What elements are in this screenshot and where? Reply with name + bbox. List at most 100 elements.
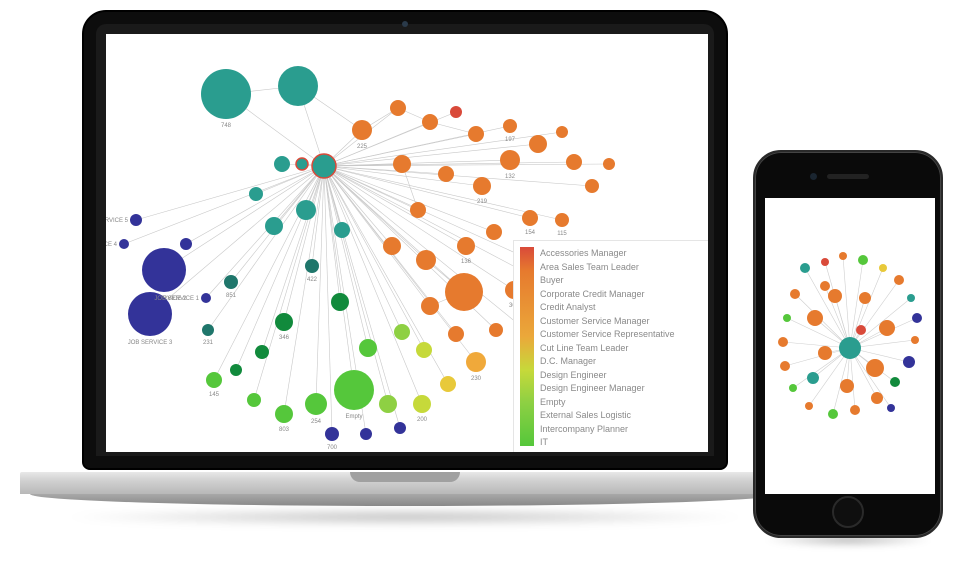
graph-node[interactable] — [296, 200, 316, 220]
graph-node[interactable] — [468, 126, 484, 142]
graph-node[interactable] — [500, 150, 520, 170]
graph-node[interactable] — [448, 326, 464, 342]
legend-item[interactable]: Design Engineer — [540, 369, 700, 383]
graph-node[interactable] — [352, 120, 372, 140]
phone-graph-node[interactable] — [879, 320, 895, 336]
phone-graph-node[interactable] — [871, 392, 883, 404]
legend-item[interactable]: External Sales Logistic — [540, 409, 700, 423]
graph-node[interactable] — [522, 210, 538, 226]
graph-node[interactable] — [275, 405, 293, 423]
phone-graph-node[interactable] — [879, 264, 887, 272]
phone-graph-node[interactable] — [821, 258, 829, 266]
graph-node[interactable] — [473, 177, 491, 195]
phone-graph-node[interactable] — [828, 409, 838, 419]
graph-node[interactable] — [394, 324, 410, 340]
graph-node[interactable] — [450, 106, 462, 118]
phone-graph-node[interactable] — [858, 255, 868, 265]
graph-node[interactable] — [489, 323, 503, 337]
graph-node[interactable] — [334, 222, 350, 238]
graph-node[interactable] — [457, 237, 475, 255]
phone-graph-node[interactable] — [800, 263, 810, 273]
graph-node[interactable] — [275, 313, 293, 331]
phone-graph-node[interactable] — [894, 275, 904, 285]
graph-node[interactable] — [142, 248, 186, 292]
graph-node[interactable] — [416, 250, 436, 270]
phone-home-button[interactable] — [832, 496, 864, 528]
graph-node[interactable] — [422, 114, 438, 130]
graph-node[interactable] — [438, 166, 454, 182]
graph-node[interactable] — [529, 135, 547, 153]
graph-node[interactable] — [331, 293, 349, 311]
phone-network-graph[interactable] — [765, 198, 935, 494]
graph-node[interactable] — [393, 155, 411, 173]
phone-graph-node[interactable] — [839, 252, 847, 260]
graph-node[interactable] — [130, 214, 142, 226]
graph-node[interactable] — [180, 238, 192, 250]
graph-node[interactable] — [201, 69, 251, 119]
graph-node[interactable] — [566, 154, 582, 170]
graph-node[interactable] — [440, 376, 456, 392]
graph-node[interactable] — [603, 158, 615, 170]
phone-graph-node[interactable] — [820, 281, 830, 291]
phone-graph-node[interactable] — [911, 336, 919, 344]
graph-node[interactable] — [503, 119, 517, 133]
legend-item[interactable]: Accessories Manager — [540, 247, 700, 261]
legend-item[interactable]: Intercompany Planner — [540, 423, 700, 437]
phone-graph-node[interactable] — [903, 356, 915, 368]
graph-node[interactable] — [312, 154, 336, 178]
graph-node[interactable] — [265, 217, 283, 235]
legend-item[interactable]: IT — [540, 436, 700, 450]
graph-node[interactable] — [206, 372, 222, 388]
phone-graph-node[interactable] — [783, 314, 791, 322]
legend-item[interactable]: Customer Service Representative — [540, 328, 700, 342]
phone-graph-node[interactable] — [818, 346, 832, 360]
graph-node[interactable] — [360, 428, 372, 440]
graph-node[interactable] — [230, 364, 242, 376]
graph-node[interactable] — [202, 324, 214, 336]
phone-graph-node[interactable] — [850, 405, 860, 415]
graph-node[interactable] — [486, 224, 502, 240]
graph-node[interactable] — [585, 179, 599, 193]
graph-node[interactable] — [278, 66, 318, 106]
graph-node[interactable] — [274, 156, 290, 172]
graph-node[interactable] — [445, 273, 483, 311]
phone-graph-node[interactable] — [840, 379, 854, 393]
graph-node[interactable] — [224, 275, 238, 289]
graph-node[interactable] — [305, 393, 327, 415]
graph-node[interactable] — [249, 187, 263, 201]
graph-node[interactable] — [421, 297, 439, 315]
legend-item[interactable]: Design Engineer Manager — [540, 382, 700, 396]
phone-graph-node[interactable] — [887, 404, 895, 412]
graph-node[interactable] — [296, 158, 308, 170]
phone-graph-node[interactable] — [912, 313, 922, 323]
legend-item[interactable]: Cut Line Team Leader — [540, 342, 700, 356]
legend-item[interactable]: Corporate Credit Manager — [540, 288, 700, 302]
legend-item[interactable]: D.C. Manager — [540, 355, 700, 369]
phone-graph-node[interactable] — [807, 310, 823, 326]
phone-graph-node[interactable] — [789, 384, 797, 392]
legend-item[interactable]: Credit Analyst — [540, 301, 700, 315]
legend-item[interactable]: Empty — [540, 396, 700, 410]
graph-node[interactable] — [247, 393, 261, 407]
phone-graph-node[interactable] — [890, 377, 900, 387]
legend-item[interactable]: Customer Service Manager — [540, 315, 700, 329]
graph-node[interactable] — [305, 259, 319, 273]
legend-item[interactable]: Buyer — [540, 274, 700, 288]
graph-node[interactable] — [383, 237, 401, 255]
phone-graph-node[interactable] — [856, 325, 866, 335]
graph-node[interactable] — [394, 422, 406, 434]
graph-node[interactable] — [555, 213, 569, 227]
graph-node[interactable] — [416, 342, 432, 358]
phone-graph-node[interactable] — [859, 292, 871, 304]
phone-graph-node[interactable] — [839, 337, 861, 359]
phone-graph-node[interactable] — [805, 402, 813, 410]
graph-node[interactable] — [359, 339, 377, 357]
graph-node[interactable] — [466, 352, 486, 372]
phone-graph-node[interactable] — [778, 337, 788, 347]
graph-node[interactable] — [119, 239, 129, 249]
phone-graph-node[interactable] — [866, 359, 884, 377]
phone-graph-node[interactable] — [807, 372, 819, 384]
graph-node[interactable] — [556, 126, 568, 138]
legend-item[interactable]: Area Sales Team Leader — [540, 261, 700, 275]
graph-node[interactable] — [413, 395, 431, 413]
